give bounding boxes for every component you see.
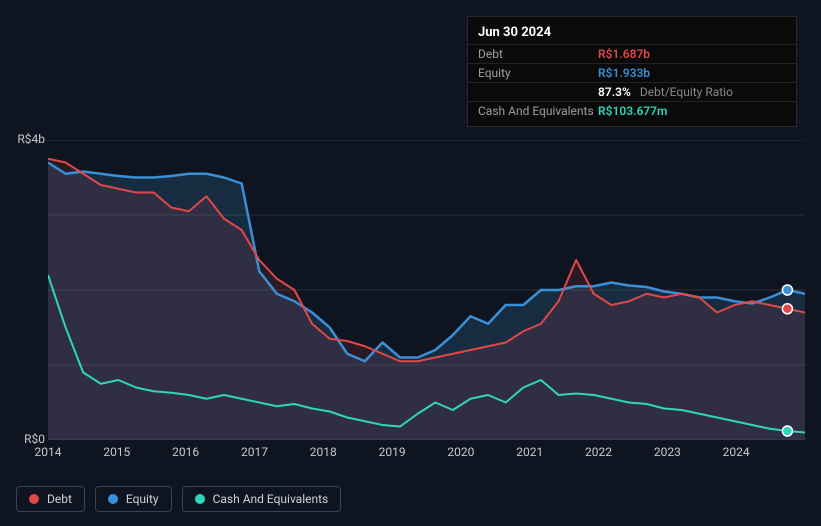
- legend-label: Debt: [47, 492, 72, 506]
- chart-legend: Debt Equity Cash And Equivalents: [16, 486, 341, 512]
- tooltip-row-debt: Debt R$1.687b: [468, 44, 796, 63]
- tooltip-ratio-text: Debt/Equity Ratio: [640, 85, 733, 99]
- x-tick-label: 2016: [172, 445, 199, 459]
- x-tick-label: 2022: [585, 445, 612, 459]
- legend-swatch-icon: [29, 494, 39, 504]
- legend-item-cash[interactable]: Cash And Equivalents: [182, 486, 342, 512]
- y-tick-label: R$4b: [0, 132, 45, 146]
- x-tick-label: 2015: [103, 445, 130, 459]
- x-tick-label: 2017: [241, 445, 268, 459]
- chart-plot-area: [48, 140, 805, 440]
- legend-swatch-icon: [195, 494, 205, 504]
- x-tick-label: 2019: [379, 445, 406, 459]
- tooltip-label: [478, 85, 598, 99]
- tooltip-label: Cash And Equivalents: [478, 104, 598, 118]
- x-tick-label: 2024: [723, 445, 750, 459]
- legend-item-debt[interactable]: Debt: [16, 486, 85, 512]
- tooltip-value: R$1.687b: [598, 47, 650, 61]
- tooltip-ratio-pct: 87.3%: [598, 85, 631, 99]
- tooltip-date: Jun 30 2024: [468, 23, 796, 44]
- x-axis: 2014 2015 2016 2017 2018 2019 2020 2021 2022 2023…: [16, 445, 805, 465]
- y-tick-label: R$0: [0, 432, 45, 446]
- x-tick-label: 2018: [310, 445, 337, 459]
- tooltip-row-ratio: 87.3% Debt/Equity Ratio: [468, 82, 796, 101]
- legend-item-equity[interactable]: Equity: [95, 486, 172, 512]
- chart-tooltip: Jun 30 2024 Debt R$1.687b Equity R$1.933…: [467, 16, 797, 127]
- tooltip-label: Debt: [478, 47, 598, 61]
- x-tick-label: 2023: [654, 445, 681, 459]
- tooltip-value: R$1.933b: [598, 66, 650, 80]
- tooltip-label: Equity: [478, 66, 598, 80]
- legend-label: Cash And Equivalents: [213, 492, 329, 506]
- tooltip-row-equity: Equity R$1.933b: [468, 63, 796, 82]
- tooltip-value: R$103.677m: [598, 104, 667, 118]
- x-tick-label: 2014: [35, 445, 62, 459]
- legend-swatch-icon: [108, 494, 118, 504]
- legend-label: Equity: [126, 492, 159, 506]
- tooltip-row-cash: Cash And Equivalents R$103.677m: [468, 101, 796, 120]
- x-tick-label: 2020: [447, 445, 474, 459]
- debt-equity-chart[interactable]: R$4bR$0 20142015201620172018201920202021…: [16, 120, 805, 465]
- x-tick-label: 2021: [516, 445, 543, 459]
